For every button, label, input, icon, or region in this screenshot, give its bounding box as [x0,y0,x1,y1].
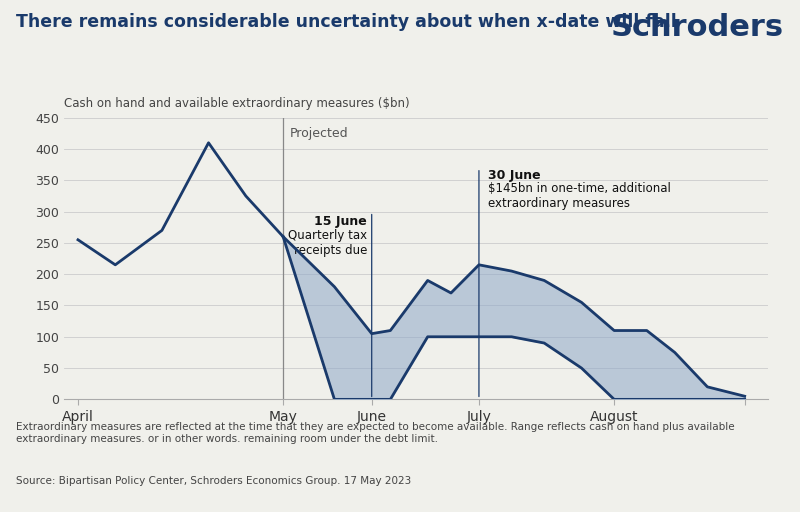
Text: There remains considerable uncertainty about when x-date will fall: There remains considerable uncertainty a… [16,13,677,31]
Text: 30 June: 30 June [488,169,541,182]
Text: $145bn in one-time, additional
extraordinary measures: $145bn in one-time, additional extraordi… [488,182,671,209]
Text: Extraordinary measures are reflected at the time that they are expected to becom: Extraordinary measures are reflected at … [16,422,734,444]
Text: Schroders: Schroders [611,13,784,42]
Text: Quarterly tax
receipts due: Quarterly tax receipts due [288,229,367,257]
Text: 15 June: 15 June [314,215,367,228]
Text: Projected: Projected [290,127,349,140]
Text: Cash on hand and available extraordinary measures ($bn): Cash on hand and available extraordinary… [64,97,410,110]
Text: Source: Bipartisan Policy Center, Schroders Economics Group. 17 May 2023: Source: Bipartisan Policy Center, Schrod… [16,476,411,486]
